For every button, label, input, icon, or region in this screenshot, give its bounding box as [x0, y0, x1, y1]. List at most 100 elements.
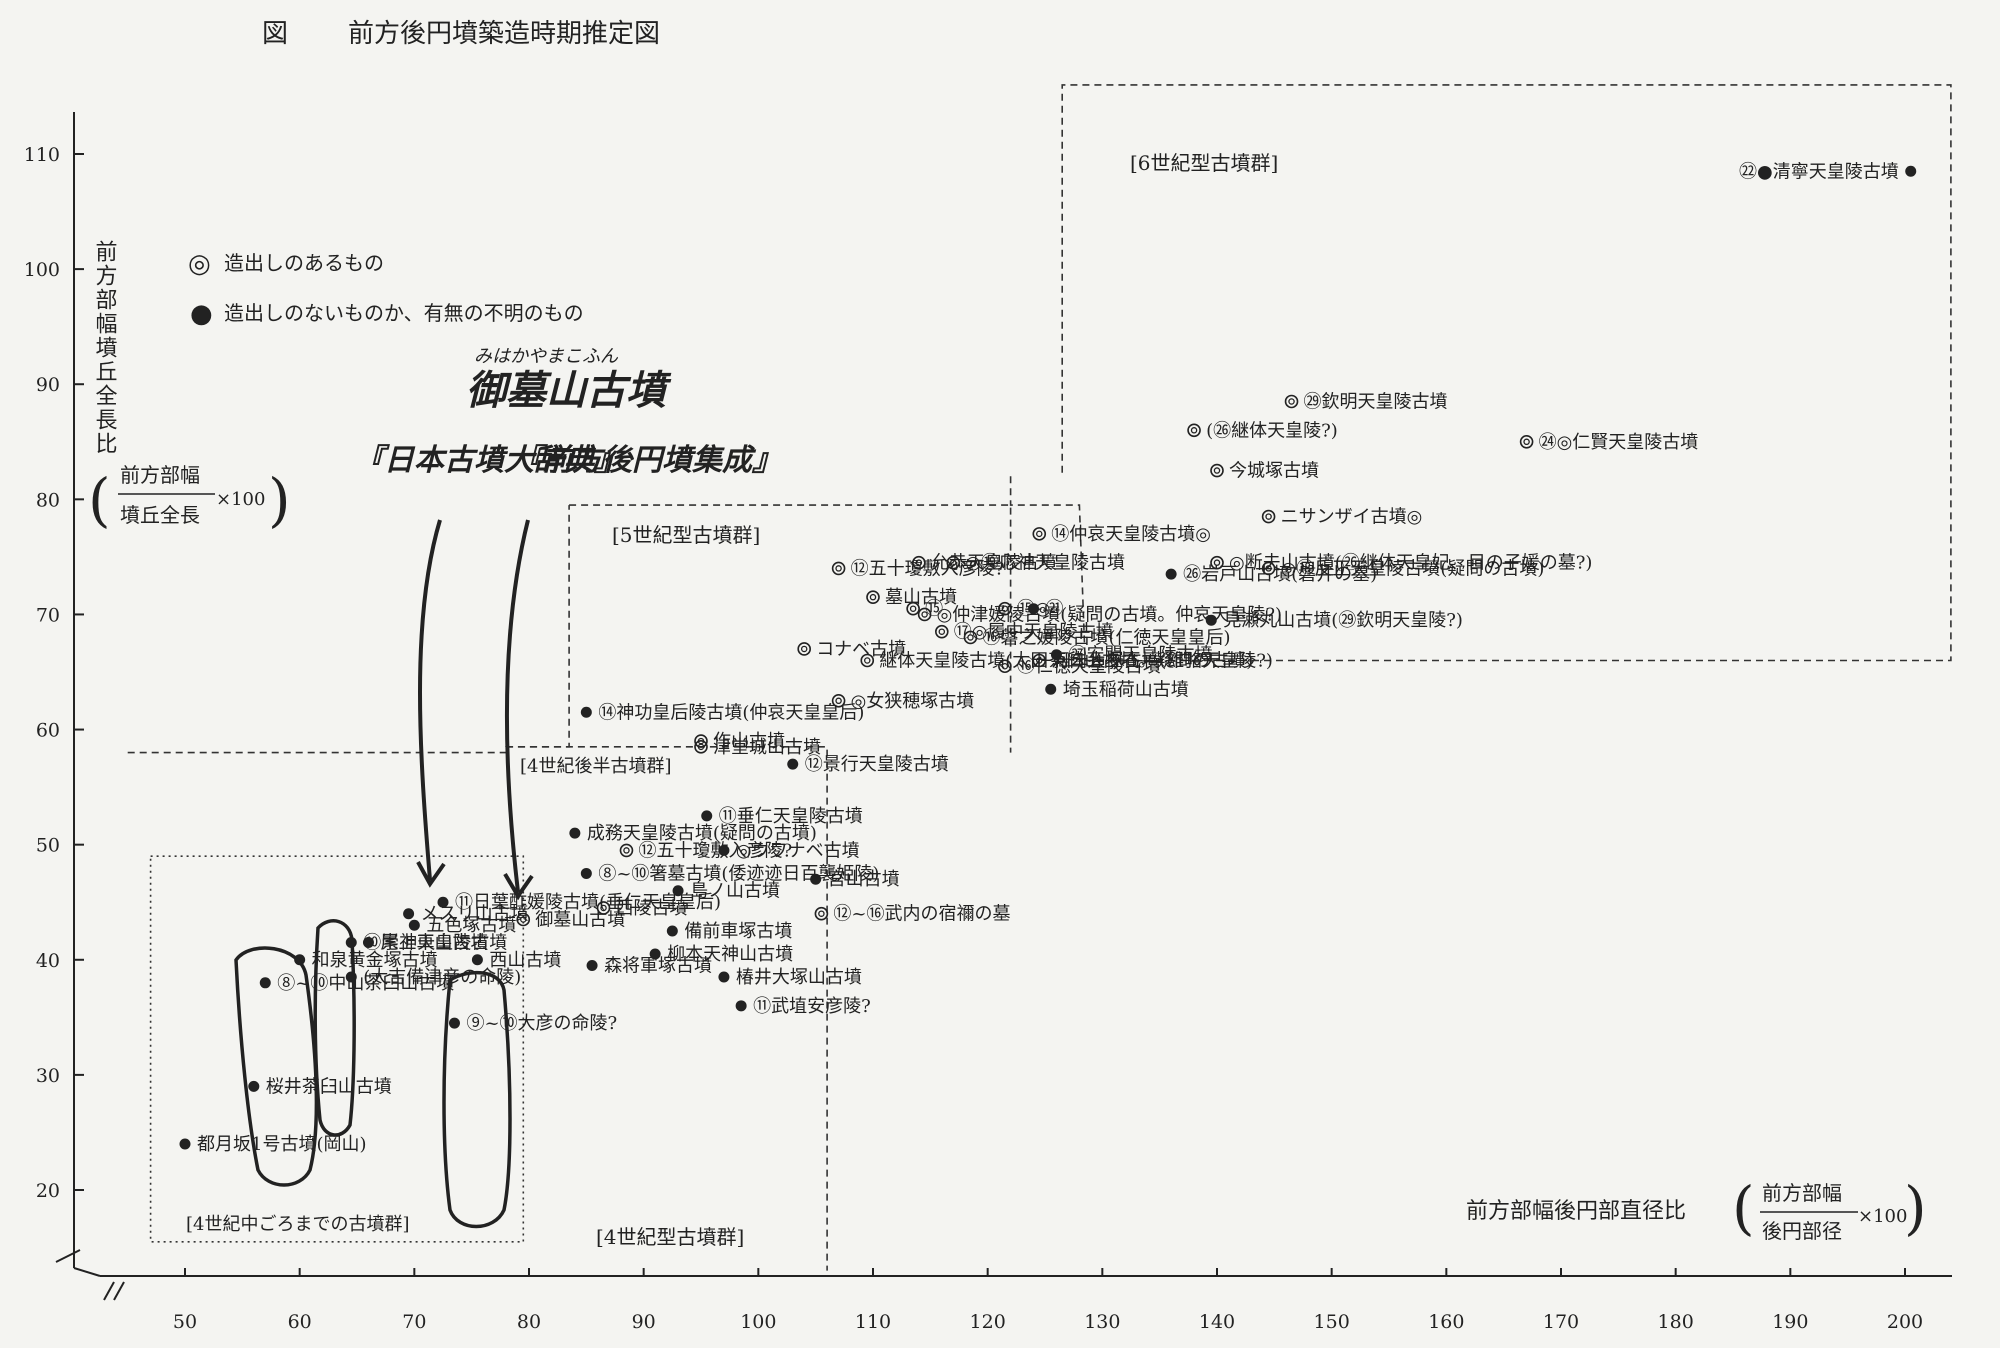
x-formula-multiplier: ×100: [1858, 1206, 1907, 1227]
point-marker-filled: [248, 1080, 260, 1092]
legend-label-double: 造出しのあるもの: [224, 251, 384, 275]
point-marker-filled: [718, 844, 730, 856]
point-label: 西陵古墳: [616, 898, 688, 919]
point-marker-filled: [1165, 568, 1177, 580]
svg-text:): ): [268, 466, 291, 534]
data-point: ㉒●清寧天皇陵古墳: [1739, 161, 1917, 182]
data-point: 都月坂1号古墳(岡山): [179, 1134, 367, 1155]
point-label: 御墓山古墳: [535, 909, 625, 930]
point-marker-filled: [586, 960, 598, 972]
data-point: 今城塚古墳: [1210, 461, 1319, 482]
point-label: ⑭仲哀天皇陵古墳◎: [1051, 524, 1211, 545]
legend-symbol-double: ◎: [188, 249, 211, 279]
point-marker-double: [1261, 561, 1276, 576]
point-label: 宮山古墳: [828, 869, 900, 890]
data-point: ◎⑱反正天皇陵古墳(疑問の古墳): [1261, 558, 1544, 579]
x-tick-label: 110: [855, 1311, 891, 1333]
point-marker-double: [619, 843, 634, 858]
group-label-6c: [6世紀型古墳群]: [1130, 151, 1278, 175]
data-point: ㉔◎仁賢天皇陵古墳: [1519, 432, 1698, 453]
point-label: (㉖継体天皇陵?): [1206, 420, 1338, 441]
data-point: 見瀬丸山古墳(㉙欽明天皇陵?): [1205, 610, 1463, 631]
point-marker-double: [906, 601, 920, 616]
data-point: 椿井大塚山古墳: [718, 967, 862, 988]
point-marker-inner: [1265, 565, 1272, 572]
handwritten-reading: みはかやまこふん: [474, 346, 619, 367]
point-marker-double: [998, 601, 1012, 616]
y-tick-label: 50: [36, 835, 60, 857]
point-marker-filled: [1050, 649, 1062, 661]
point-marker-double: [946, 555, 961, 570]
data-point: (㉖継体天皇陵?): [1187, 420, 1338, 441]
x-tick-label: 90: [632, 1311, 656, 1333]
point-marker-double: [516, 912, 531, 927]
legend-label-filled: 造出しのないものか、有無の不明のもの: [224, 301, 584, 325]
data-point: 津堂城山古墳: [694, 737, 821, 758]
data-point: ◎⑲応神天皇陵古墳: [946, 553, 1125, 574]
y-tick-label: 90: [36, 374, 60, 396]
point-marker-filled: [448, 1017, 460, 1029]
x-formula-denominator: 後円部径: [1762, 1219, 1842, 1243]
point-marker-filled: [1905, 165, 1917, 177]
data-point: コナベ古墳: [797, 639, 906, 660]
point-label: ⑯仁徳天皇陵古墳: [1017, 656, 1161, 677]
point-marker-double: [934, 624, 949, 639]
point-marker-inner: [909, 605, 917, 612]
y-tick-label: 100: [24, 259, 60, 281]
x-tick-label: 50: [173, 1311, 197, 1333]
data-point: ⑮: [906, 599, 943, 620]
point-marker-double: [1187, 423, 1201, 438]
point-marker-double: [1032, 527, 1047, 541]
y-formula-denominator: 墳丘全長: [120, 503, 200, 527]
data-point: ㉑: [1028, 599, 1064, 620]
handwritten-annotation: みはかやまこふん 御墓山古墳 『日本古墳大辞典』 『前方後円墳集成』: [234, 346, 782, 1229]
data-point: ⑧~⑩中山茶臼山古墳: [259, 973, 454, 994]
data-point: ◎女狭穂塚古墳: [831, 691, 974, 712]
region-line: [569, 504, 1012, 753]
x-tick-label: 80: [517, 1311, 541, 1333]
data-point: 五色塚古墳: [408, 915, 516, 936]
axes: 20 30 40 50 60 70 80 90 100 110 50 60 70 80 90 100 110 12…: [24, 112, 1952, 1333]
x-tick-label: 160: [1428, 1311, 1464, 1333]
data-point: 島ノ山古墳: [672, 881, 780, 902]
point-label: ⑮◎: [1017, 599, 1051, 620]
point-label: 埼玉稲荷山古墳: [1063, 679, 1189, 700]
group-label-4c: [4世紀型古墳群]: [596, 1225, 744, 1249]
point-label: ㉒●清寧天皇陵古墳: [1739, 161, 1899, 182]
data-point: ⑫景行天皇陵古墳: [787, 754, 949, 775]
data-point: 允恭天皇陵古墳: [912, 553, 1057, 574]
group-label-late4c: [4世紀後半古墳群]: [520, 756, 672, 777]
handwritten-loop-nakayama: [234, 946, 319, 1187]
point-label: ㉑: [1046, 599, 1064, 620]
data-point: ㉖岩戸山古墳(磐井の墓): [1165, 564, 1377, 585]
point-marker-inner: [800, 645, 808, 653]
data-point: 備前車塚古墳: [666, 921, 792, 942]
point-marker-filled: [701, 810, 713, 822]
data-point: 尾上車山古墳: [362, 933, 488, 954]
data-point: ⑫五十瓊敷入彦陵?: [831, 558, 1004, 579]
y-tick-label: 110: [24, 144, 60, 166]
data-point: 埼玉稲荷山古墳: [1045, 679, 1189, 700]
data-point: 成務天皇陵古墳(疑問の古墳): [569, 823, 817, 844]
data-point: ⑪日葉酢媛陵古墳(垂仁天皇皇后): [437, 892, 721, 913]
point-marker-filled: [735, 1000, 747, 1012]
point-marker-filled: [787, 758, 799, 770]
point-marker-double: [917, 607, 932, 622]
point-marker-inner: [1190, 427, 1198, 434]
data-point: ⑧~⑩箸墓古墳(倭迹迹日百襲姫陵): [580, 863, 879, 884]
point-label: メスリ山古墳: [421, 904, 529, 925]
point-label: ◎ウワナベ古墳: [736, 840, 860, 861]
point-label: ◎断夫山古墳(㉖継体天皇妃、目の子媛の墓?): [1229, 553, 1592, 574]
x-tick-label: 150: [1314, 1311, 1350, 1333]
x-formula-numerator: 前方部幅: [1762, 1181, 1842, 1205]
point-marker-filled: [362, 937, 374, 949]
x-axis-label: 前方部幅後円部直径比: [1466, 1199, 1686, 1224]
x-tick-label: 120: [970, 1311, 1006, 1333]
point-marker-inner: [1036, 530, 1043, 538]
data-point: ⑪武埴安彦陵?: [735, 996, 871, 1017]
point-marker-inner: [1265, 513, 1272, 520]
point-label: 津堂城山古墳: [713, 737, 821, 758]
point-label: ⑩崇神天皇陵古墳: [363, 933, 507, 954]
svg-text:(: (: [88, 466, 111, 534]
